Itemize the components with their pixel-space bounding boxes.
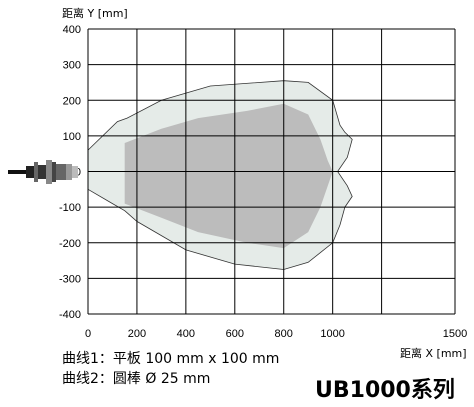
y-tick-label: 200 [63, 95, 81, 107]
sensor-icon [8, 160, 78, 184]
detection-areas [87, 80, 353, 270]
x-tick-label: 400 [177, 328, 195, 340]
x-tick-labels: 0 200 400 600 800 1000 1500 [85, 328, 467, 340]
y-tick-labels: 4003002001000-100-200-300-400 [59, 24, 81, 321]
y-tick-label: 300 [63, 60, 81, 72]
x-tick-label: 1500 [443, 328, 467, 340]
y-tick-label: -300 [59, 273, 81, 285]
x-tick-label: 600 [226, 328, 244, 340]
y-tick-label: -100 [59, 202, 81, 214]
y-axis-label: 距离 Y [mm] [62, 7, 128, 20]
legend-curve1: 曲线1：平板 100 mm x 100 mm [62, 351, 280, 367]
detection-area-curve2 [124, 103, 333, 249]
product-title: UB1000系列 [315, 378, 455, 403]
x-tick-label: 800 [275, 328, 293, 340]
chart-grid [87, 28, 456, 315]
x-axis-label: 距离 X [mm] [400, 347, 467, 360]
legend-curve2: 曲线2：圆棒 Ø 25 mm [62, 371, 211, 387]
x-tick-label: 1000 [320, 328, 344, 340]
y-tick-label: 400 [63, 24, 81, 36]
x-tick-label: 200 [128, 328, 146, 340]
y-tick-label: 100 [63, 131, 81, 143]
x-tick-label: 0 [85, 328, 91, 340]
y-tick-label: -200 [59, 238, 81, 250]
y-tick-label: -400 [59, 309, 81, 321]
